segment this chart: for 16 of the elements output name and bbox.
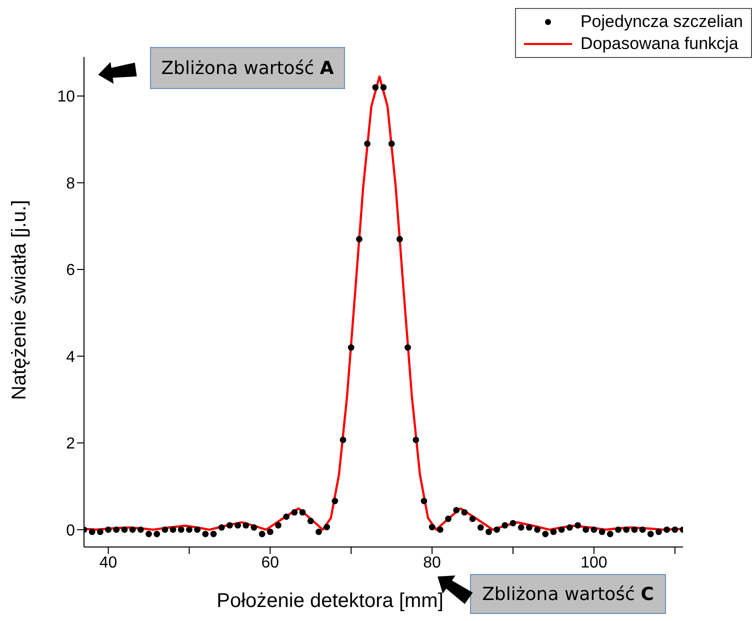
legend-label: Pojedyncza szczelian: [580, 11, 743, 33]
x-tick-label: 100: [580, 554, 608, 572]
legend-label: Dopasowana funkcja: [580, 33, 738, 55]
y-tick-label: 6: [66, 262, 76, 280]
x-axis-title: Położenie detektora [mm]: [216, 590, 444, 613]
y-tick-label: 10: [57, 88, 76, 106]
text: Zbliżona wartość C: [482, 584, 654, 604]
y-axis-title: Natężenie światła [j.u.]: [8, 200, 32, 400]
y-tick-label: 0: [66, 522, 76, 540]
annotation: Zbliżona wartość A: [161, 58, 334, 78]
x-tick-label: 40: [99, 554, 118, 572]
y-tick-label: 8: [66, 175, 76, 192]
y-tick-label: 2: [66, 436, 76, 453]
x-tick-label: 60: [261, 554, 280, 572]
y-tick-label: 4: [66, 348, 76, 366]
x-tick-label: 80: [423, 554, 442, 572]
